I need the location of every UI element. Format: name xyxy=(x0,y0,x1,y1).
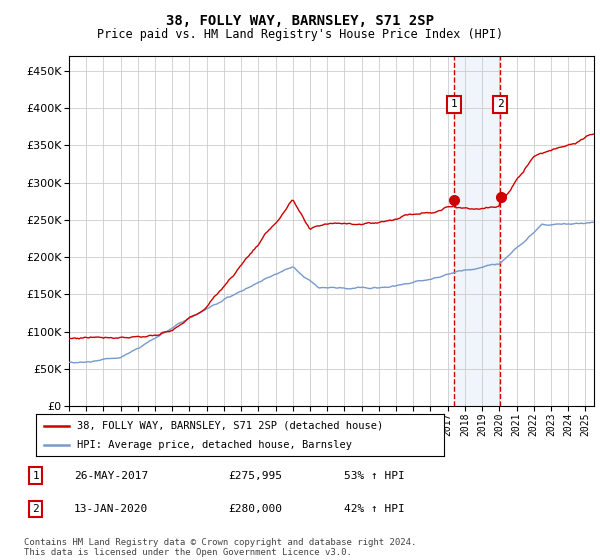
Text: 26-MAY-2017: 26-MAY-2017 xyxy=(74,470,148,480)
Text: 2: 2 xyxy=(497,100,503,109)
Text: 2: 2 xyxy=(32,504,39,514)
Text: 13-JAN-2020: 13-JAN-2020 xyxy=(74,504,148,514)
Text: HPI: Average price, detached house, Barnsley: HPI: Average price, detached house, Barn… xyxy=(77,440,352,450)
Text: 38, FOLLY WAY, BARNSLEY, S71 2SP (detached house): 38, FOLLY WAY, BARNSLEY, S71 2SP (detach… xyxy=(77,421,383,431)
Text: Price paid vs. HM Land Registry's House Price Index (HPI): Price paid vs. HM Land Registry's House … xyxy=(97,28,503,41)
Bar xyxy=(454,56,500,406)
Text: 1: 1 xyxy=(451,100,458,109)
Text: £275,995: £275,995 xyxy=(228,470,282,480)
Text: Contains HM Land Registry data © Crown copyright and database right 2024.
This d: Contains HM Land Registry data © Crown c… xyxy=(24,538,416,557)
Text: 38, FOLLY WAY, BARNSLEY, S71 2SP: 38, FOLLY WAY, BARNSLEY, S71 2SP xyxy=(166,14,434,28)
Text: £280,000: £280,000 xyxy=(228,504,282,514)
Text: 53% ↑ HPI: 53% ↑ HPI xyxy=(344,470,405,480)
Text: 42% ↑ HPI: 42% ↑ HPI xyxy=(344,504,405,514)
Text: 1: 1 xyxy=(32,470,39,480)
